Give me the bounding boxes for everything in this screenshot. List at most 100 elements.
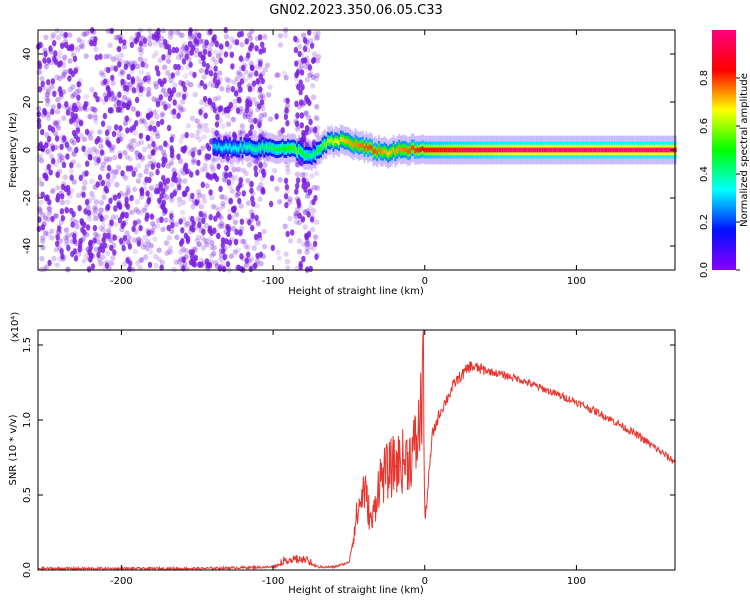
spectrogram-noise-point [176,201,182,208]
spectrogram-noise-point [240,128,246,135]
spectrogram-ridge-cell [305,152,308,158]
spectrogram-ridge-cell [381,150,384,155]
spectrogram-noise-point [36,206,42,212]
spectrogram-ridge-cell [228,143,231,149]
spectrogram-noise-point [123,175,129,181]
spectrogram-noise-point [232,98,238,105]
spectrogram-noise-point [91,210,97,217]
spectrogram-noise-point [210,203,216,210]
spectrogram-noise-point [299,112,304,119]
spectrogram-noise-point [216,163,221,170]
spectrogram-noise-point [92,40,97,47]
spectrogram-noise-point [100,79,106,86]
spectrogram-noise-point [65,235,71,242]
spectrogram-noise-point [135,75,141,82]
spectrogram-noise-point [303,111,309,117]
spectrogram-noise-point [164,250,170,256]
spectrogram-noise-point [148,185,155,191]
spectrogram-noise-point [64,238,70,244]
spectrogram-noise-point [166,124,172,132]
spectrogram-noise-point [163,183,169,190]
spectrogram-noise-point [246,161,252,168]
colorbar-tick-label: 0.8 [699,70,710,86]
spectrogram-noise-point [105,94,111,100]
spectrogram-noise-point [283,177,289,184]
spectrogram-ridge-cell [654,147,657,153]
spectrogram-ridge-cell [645,147,648,153]
spectrogram-noise-point [152,125,157,132]
spectrogram-noise-point [125,184,131,191]
spectrogram-noise-point [311,94,317,101]
spectrogram-noise-point [143,75,148,83]
spectrogram-ridge-cell [616,147,619,153]
spectrogram-noise-point [40,84,46,91]
spectrogram-noise-point [154,65,160,72]
spectrogram-noise-point [258,112,264,119]
spectrogram-noise-point [313,194,318,202]
spectrogram-noise-point [88,239,94,246]
spectrogram-noise-point [137,56,143,62]
spectrogram-ridge-cell [316,148,319,153]
spectrogram-noise-point [163,207,168,215]
spectrogram-ridge-cell [532,147,535,153]
spectrogram-noise-point [63,227,69,233]
spectrogram-noise-point [40,224,46,231]
spectrogram-noise-point [64,241,70,247]
spectrogram-noise-point [54,120,60,126]
spectrogram-noise-point [190,159,197,166]
spectrogram-noise-point [224,40,230,47]
spectrogram-noise-point [145,75,151,81]
spectrogram-noise-point [234,39,240,46]
spectrogram-ridge-cell [574,147,577,153]
spectrogram-noise-point [214,175,220,183]
spectrogram-noise-point [152,80,158,87]
spectrogram-noise-point [164,40,170,46]
spectrogram-noise-point [52,90,57,98]
spectrogram-noise-point [256,77,262,84]
spectrogram-noise-point [313,131,319,137]
spectrogram-noise-point [180,99,186,105]
spectrogram-noise-point [100,179,106,187]
spectrogram-noise-point [226,179,231,186]
spectrogram-noise-point [98,260,104,267]
spectrogram-noise-point [234,192,240,198]
snr-multiplier-label: (x10⁴) [10,312,21,343]
spectrogram-noise-point [157,78,162,85]
spectrogram-noise-point [175,103,181,109]
spectrogram-noise-point [55,171,60,178]
spectrogram-noise-point [168,160,174,166]
spectrogram-noise-point [237,31,242,38]
spectrogram-noise-point [72,102,77,110]
spectrogram-noise-point [59,154,65,161]
spectrogram-noise-point [127,265,132,273]
spectrogram-noise-point [192,91,198,98]
spectrogram-noise-point [304,249,310,256]
spectrogram-noise-point [178,218,183,225]
spectrogram-noise-point [56,119,62,125]
spectrogram-noise-point [54,170,60,177]
spectrogram-noise-point [69,174,74,181]
spectrogram-ridge-cell [434,147,437,153]
spectrogram-noise-point [71,67,78,74]
spectrogram-noise-point [251,96,257,103]
spectrogram-noise-point [236,94,242,101]
spectrogram-noise-point [296,83,301,91]
spectrogram-noise-point [254,170,259,178]
spectrogram-noise-point [316,53,322,60]
spectrogram-noise-point [52,120,58,127]
spectrogram-noise-point [159,112,165,119]
spectrogram-noise-point [192,146,198,153]
spectrogram-noise-point [90,239,96,246]
spectrogram-noise-point [305,193,311,199]
spectrogram-noise-point [81,170,87,176]
spectrogram-noise-point [39,255,45,262]
spectrogram-noise-point [175,92,181,98]
spectrogram-noise-point [111,242,117,248]
spectrogram-noise-point [303,57,308,64]
spectrogram-ridge-cell [348,140,351,146]
spectrogram-noise-point [53,58,59,65]
spectrogram-noise-point [83,53,89,59]
spectrogram-noise-point [295,123,301,130]
spectrogram-noise-point [136,82,142,88]
spectrogram-noise-point [213,65,218,72]
